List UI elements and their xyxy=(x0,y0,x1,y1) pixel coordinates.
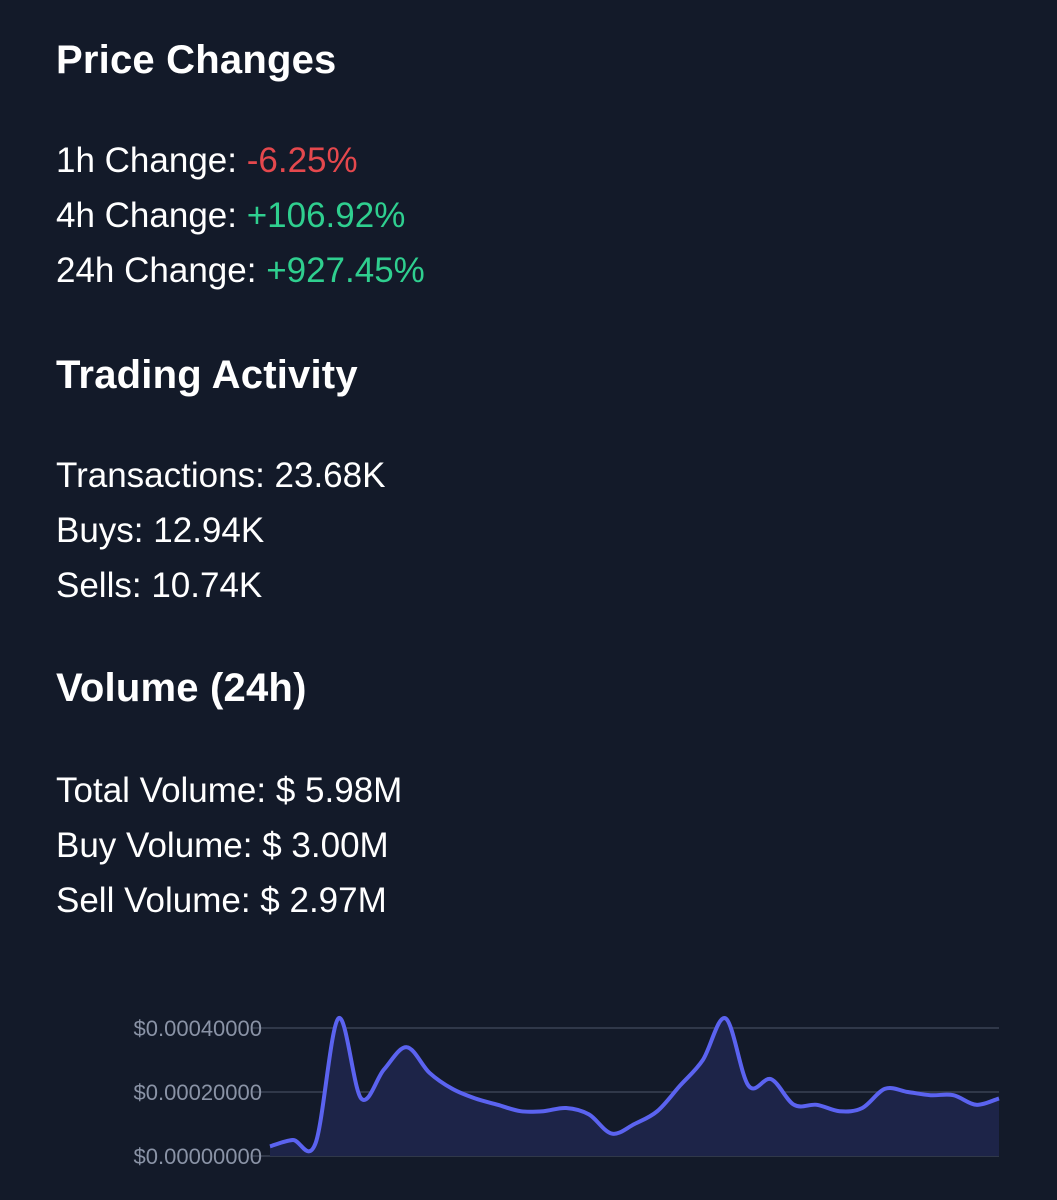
price-line xyxy=(269,1016,1000,1154)
transactions-stat: Transactions: 23.68K xyxy=(56,458,385,493)
stat-label: 24h Change: xyxy=(56,251,257,290)
stat-value: 10.74K xyxy=(151,566,263,605)
stat-label: Sells: xyxy=(56,566,142,605)
volume-title: Volume (24h) xyxy=(56,666,307,710)
price-chart[interactable]: $0.00000000 $0.00020000 $0.00040000 xyxy=(0,990,1057,1190)
stat-value: $ 2.97M xyxy=(260,881,387,920)
y-tick-label: $0.00040000 xyxy=(134,1016,262,1041)
price-changes-title: Price Changes xyxy=(56,38,337,82)
sells-stat: Sells: 10.74K xyxy=(56,568,262,603)
stat-value: $ 5.98M xyxy=(275,771,403,810)
stat-label: Sell Volume: xyxy=(56,881,251,920)
stat-value: +106.92% xyxy=(246,196,406,235)
stat-label: Buys: xyxy=(56,511,144,550)
stat-label: Transactions: xyxy=(56,456,265,495)
stat-value: -6.25% xyxy=(246,141,358,180)
stat-label: 4h Change: xyxy=(56,196,237,235)
y-tick-label: $0.00020000 xyxy=(134,1080,262,1105)
price-area xyxy=(270,1017,999,1156)
stat-value: $ 3.00M xyxy=(262,826,389,865)
sell-volume-stat: Sell Volume: $ 2.97M xyxy=(56,883,387,918)
stat-value: +927.45% xyxy=(266,251,425,290)
price-change-24h: 24h Change: +927.45% xyxy=(56,253,425,288)
stat-label: 1h Change: xyxy=(56,141,237,180)
stat-label: Total Volume: xyxy=(56,771,267,810)
stat-value: 23.68K xyxy=(274,456,386,495)
buys-stat: Buys: 12.94K xyxy=(56,513,264,548)
y-tick-label: $0.00000000 xyxy=(134,1144,262,1169)
stat-value: 12.94K xyxy=(153,511,265,550)
buy-volume-stat: Buy Volume: $ 3.00M xyxy=(56,828,389,863)
stat-label: Buy Volume: xyxy=(56,826,253,865)
total-volume-stat: Total Volume: $ 5.98M xyxy=(56,773,402,808)
price-change-4h: 4h Change: +106.92% xyxy=(56,198,405,233)
price-change-1h: 1h Change: -6.25% xyxy=(56,143,358,178)
trading-activity-title: Trading Activity xyxy=(56,353,358,397)
